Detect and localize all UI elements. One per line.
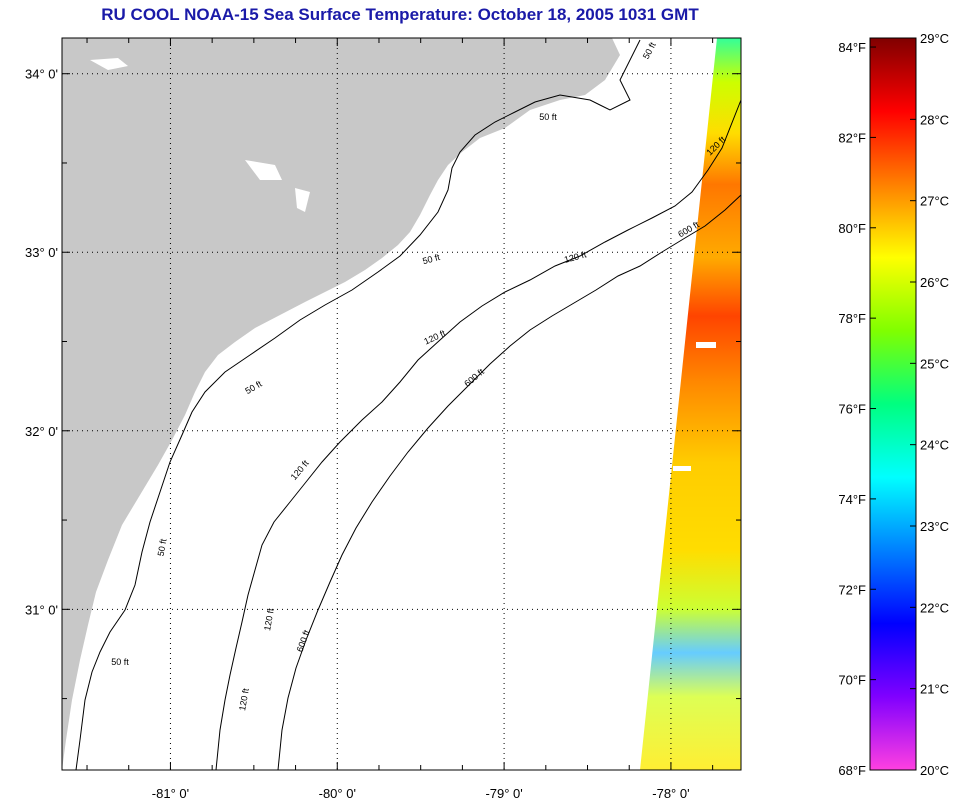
inland-lakes [90, 58, 310, 212]
lat-tick-label: 33° 0' [25, 245, 58, 260]
contour-120ft [215, 99, 742, 771]
contour-600ft [277, 194, 742, 771]
lon-tick-label: -79° 0' [485, 786, 522, 801]
lon-tick-label: -81° 0' [152, 786, 189, 801]
fahrenheit-label: 78°F [838, 311, 866, 326]
celsius-label: 29°C [920, 31, 949, 46]
contour-label: 50 ft [539, 112, 557, 122]
fahrenheit-label: 80°F [838, 221, 866, 236]
map-frame [61, 37, 742, 771]
celsius-label: 20°C [920, 763, 949, 778]
celsius-label: 24°C [920, 438, 949, 453]
fahrenheit-label: 74°F [838, 492, 866, 507]
lon-tick-label: -78° 0' [652, 786, 689, 801]
celsius-label: 27°C [920, 194, 949, 209]
fahrenheit-label: 72°F [838, 582, 866, 597]
lat-tick-label: 31° 0' [25, 602, 58, 617]
celsius-label: 28°C [920, 112, 949, 127]
celsius-label: 26°C [920, 275, 949, 290]
fahrenheit-label: 70°F [838, 673, 866, 688]
fahrenheit-label: 76°F [838, 402, 866, 417]
celsius-label: 22°C [920, 600, 949, 615]
bathymetry-contours [75, 39, 742, 771]
land-area [62, 38, 620, 770]
contour-label: 50 ft [111, 657, 129, 667]
colorbar-gradient [869, 37, 917, 771]
celsius-label: 21°C [920, 682, 949, 697]
fahrenheit-label: 82°F [838, 130, 866, 145]
lon-tick-label: -80° 0' [319, 786, 356, 801]
colorbar: 29°C 28°C 27°C 26°C 25°C 24°C 23°C 22°C 21°C 20°C… [838, 31, 949, 778]
contour-label: 120 ft [262, 607, 276, 631]
celsius-label: 25°C [920, 356, 949, 371]
celsius-label: 23°C [920, 519, 949, 534]
fahrenheit-label: 84°F [838, 40, 866, 55]
satellite-swath [640, 38, 741, 770]
grid-lines [62, 38, 741, 770]
contour-50ft [75, 39, 641, 771]
contour-label: 50 ft [421, 252, 441, 266]
axis-ticks: 34° 0' 33° 0' 32° 0' 31° 0' -81° 0' -80° 0' -7… [25, 38, 741, 801]
lat-tick-label: 34° 0' [25, 67, 58, 82]
fahrenheit-label: 68°F [838, 763, 866, 778]
contour-label: 120 ft [237, 687, 251, 711]
map-title: RU COOL NOAA-15 Sea Surface Temperature:… [101, 5, 699, 24]
contour-label: 50 ft [156, 537, 169, 556]
cloud-gaps [673, 342, 716, 471]
colorbar-ticks: 29°C 28°C 27°C 26°C 25°C 24°C 23°C 22°C 21°C 20°C… [838, 31, 949, 778]
lat-tick-label: 32° 0' [25, 424, 58, 439]
